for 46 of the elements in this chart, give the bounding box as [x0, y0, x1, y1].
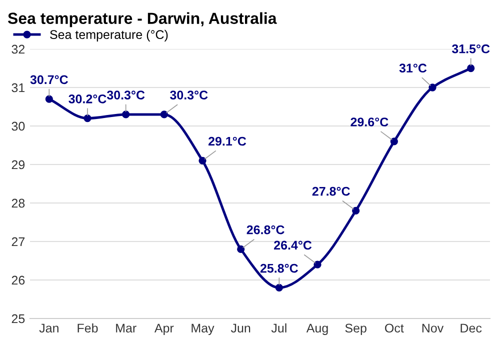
- y-tick-label: 29: [12, 160, 25, 170]
- y-tick-label: 26: [12, 276, 25, 285]
- point: [467, 64, 475, 72]
- data-label: 27.8°C: [312, 186, 350, 196]
- point: [45, 95, 53, 103]
- y-tick-label: 30: [12, 122, 25, 131]
- x-tick-label: May: [192, 324, 214, 336]
- point: [314, 260, 322, 268]
- data-label: 31.5°C: [452, 44, 490, 54]
- data-label: 30.2°C: [68, 94, 106, 104]
- x-tick-label: Jul: [271, 323, 286, 333]
- x-tick-label: Feb: [78, 323, 98, 333]
- data-label: 31°C: [399, 64, 427, 73]
- point: [428, 84, 436, 92]
- point: [198, 156, 206, 164]
- x-tick-label: Mar: [116, 324, 136, 333]
- point: [237, 245, 245, 254]
- x-tick-label: Aug: [306, 324, 328, 336]
- point: [275, 284, 283, 292]
- data-label: 30.3°C: [106, 90, 145, 100]
- x-tick-label: Apr: [154, 324, 174, 336]
- point: [122, 110, 130, 118]
- data-label: 30.7°C: [30, 75, 68, 84]
- data-label: 30.3°C: [170, 90, 208, 100]
- point: [160, 110, 168, 118]
- y-tick-label: 25: [12, 314, 25, 324]
- x-tick-label: Oct: [385, 324, 404, 333]
- data-label: 26.4°C: [274, 240, 312, 250]
- point: [84, 114, 92, 122]
- y-tick-label: 27: [12, 237, 25, 246]
- x-tick-label: Nov: [422, 324, 444, 333]
- x-tick-label: Jan: [39, 324, 58, 333]
- y-tick-label: 31: [12, 83, 25, 92]
- x-tick-label: Jun: [230, 324, 250, 333]
- legend-label: Sea temperature (°C): [50, 30, 168, 42]
- x-tick-label: Dec: [460, 324, 482, 333]
- y-tick-label: 28: [12, 198, 25, 208]
- x-tick-label: Sep: [345, 324, 366, 336]
- y-tick-label: 32: [12, 44, 25, 54]
- chart-title: Sea temperature - Darwin, Australia: [8, 12, 277, 28]
- data-label: 29.1°C: [208, 136, 246, 146]
- point: [352, 206, 360, 215]
- data-label: 26.8°C: [246, 225, 284, 234]
- point: [390, 138, 398, 146]
- data-label: 25.8°C: [260, 264, 298, 273]
- data-label: 29.6°C: [350, 118, 388, 126]
